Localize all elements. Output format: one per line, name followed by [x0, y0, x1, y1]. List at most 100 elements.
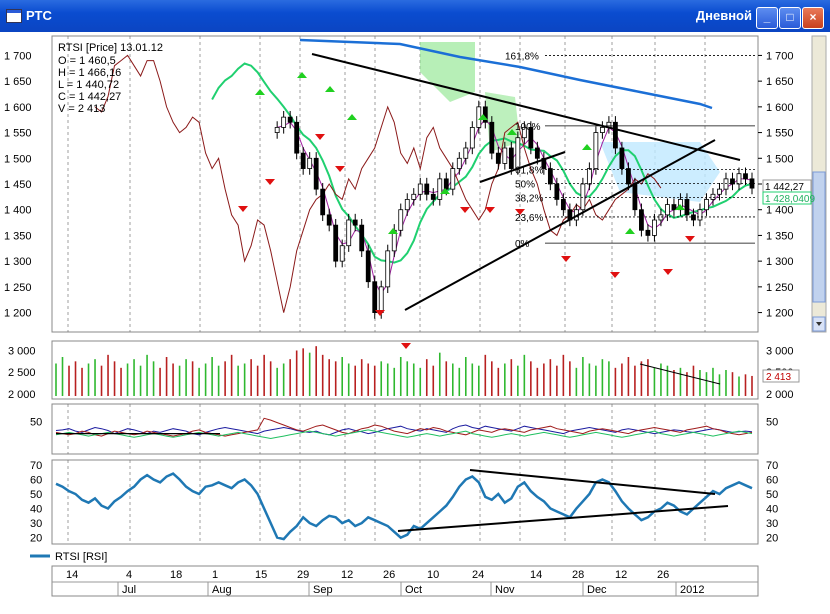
candle-body	[476, 106, 482, 128]
candle-body	[385, 250, 391, 288]
fractal-down-marker	[610, 272, 620, 278]
time-axis-month-label: Dec	[587, 584, 607, 596]
trendline-short[interactable]	[479, 151, 566, 183]
candle-body	[469, 127, 475, 149]
candle-body	[626, 168, 631, 185]
trendline-upper[interactable]	[311, 53, 741, 161]
symbol-label: RTSI [Price] 13.01.12	[58, 42, 163, 54]
chart-app-icon	[6, 9, 22, 23]
candle-body	[326, 214, 332, 226]
price-tick-right: 1 350	[766, 230, 794, 242]
price-tick-right: 1 400	[766, 205, 794, 217]
fractal-up-marker	[625, 228, 635, 234]
time-axis-day-label: 28	[572, 569, 584, 581]
volume-trendline	[639, 363, 721, 385]
candle-body	[710, 193, 716, 200]
ohlc-line: C = 1 442,27	[58, 91, 121, 103]
candle-body	[398, 209, 404, 231]
rsi-tick-left: 30	[30, 518, 42, 530]
candle-body	[274, 127, 280, 133]
oscillator-panel[interactable]	[51, 403, 759, 455]
purple-moving-average	[277, 118, 753, 295]
fractal-down-marker	[515, 209, 525, 215]
rsi-axis: 70 70 60 60 50 50 40 40 30 30 20 20	[30, 460, 778, 545]
fractal-up-marker	[582, 144, 592, 150]
rsi-tick-left: 50	[30, 489, 42, 501]
ohlc-line: H = 1 466,16	[58, 67, 121, 79]
close-button[interactable]: ×	[802, 7, 824, 29]
price-tick-left: 1 450	[4, 179, 32, 191]
fractal-up-marker	[440, 188, 450, 194]
candle-body	[359, 224, 365, 252]
fibonacci-levels[interactable]: 161,8% 100% 61,8% 50% 38,2% 23,6% 0%	[505, 51, 755, 250]
fractal-down-marker	[561, 256, 571, 262]
time-axis-labels: 14 4 18 1 15 29 12 26 10 24 14 28 12 26 Jul Aug Sep Oct No…	[52, 569, 758, 596]
candlestick-series[interactable]	[274, 100, 755, 319]
fractal-up-marker	[675, 204, 685, 210]
candle-body	[313, 157, 319, 190]
candle-body	[339, 245, 345, 262]
candle-body	[300, 152, 306, 169]
price-tick-left: 1 700	[4, 50, 32, 62]
fractal-markers	[238, 72, 695, 349]
volume-tick-right: 3 000	[766, 346, 794, 358]
fractal-up-marker	[507, 129, 517, 135]
rsi-tick-right: 60	[766, 474, 778, 486]
candle-body	[639, 209, 644, 231]
candle-body	[671, 204, 677, 211]
time-axis-day-label: 10	[427, 569, 439, 581]
candle-body	[541, 157, 547, 169]
lagging-span-line	[94, 54, 662, 313]
time-axis-day-label: 18	[170, 569, 182, 581]
candle-body	[450, 168, 456, 190]
candle-body	[704, 199, 709, 211]
rsi-tick-left: 40	[30, 504, 42, 516]
time-axis-month-label: Sep	[313, 584, 333, 596]
candle-body	[521, 127, 527, 139]
candle-body	[378, 286, 384, 313]
candle-body	[599, 127, 605, 133]
candle-body	[554, 183, 560, 200]
candle-body	[547, 168, 553, 185]
candle-body	[534, 147, 540, 159]
minimize-button[interactable]: _	[756, 7, 778, 29]
time-axis-day-label: 14	[66, 569, 78, 581]
ma-value-tag-text: 1 428,0409	[765, 194, 815, 205]
fib-label: 23,6%	[515, 213, 543, 224]
scrollbar-thumb[interactable]	[812, 171, 826, 303]
candle-body	[684, 199, 690, 216]
trendline-lower[interactable]	[404, 139, 716, 311]
volume-tag-text: 2 413	[766, 372, 791, 383]
candle-body	[613, 121, 618, 149]
rsi-tick-left: 60	[30, 474, 42, 486]
candle-body	[352, 219, 358, 226]
rsi-legend-label: RTSI [RSI]	[55, 551, 107, 563]
ohlc-readout: O = 1 460,5H = 1 466,16L = 1 440,72C = 1…	[58, 55, 121, 115]
candle-body	[307, 157, 313, 169]
candle-body	[515, 137, 521, 169]
fib-label: 0%	[515, 239, 530, 250]
time-axis-month-label: Nov	[495, 584, 515, 596]
volume-panel[interactable]	[51, 340, 759, 400]
fractal-down-marker	[401, 343, 411, 349]
rsi-line	[55, 472, 753, 541]
time-axis-day-label: 12	[615, 569, 627, 581]
rsi-tick-right: 70	[766, 460, 778, 472]
candle-body	[294, 121, 300, 154]
oscillator-axis: 50 50	[30, 416, 778, 428]
price-tick-left: 1 250	[4, 282, 32, 294]
fractal-up-marker	[325, 86, 335, 92]
rsi-tick-right: 40	[766, 504, 778, 516]
window-title: РТС	[26, 8, 52, 23]
candle-body	[508, 147, 514, 169]
fractal-down-marker	[238, 206, 248, 212]
candle-body	[619, 147, 625, 169]
fib-label: 50%	[515, 179, 535, 190]
price-tick-left: 1 650	[4, 76, 32, 88]
candle-body	[560, 199, 566, 211]
rsi-tick-right: 30	[766, 518, 778, 530]
title-bar[interactable]: РТС Дневной _ □ ×	[0, 0, 830, 32]
maximize-button[interactable]: □	[779, 7, 801, 29]
